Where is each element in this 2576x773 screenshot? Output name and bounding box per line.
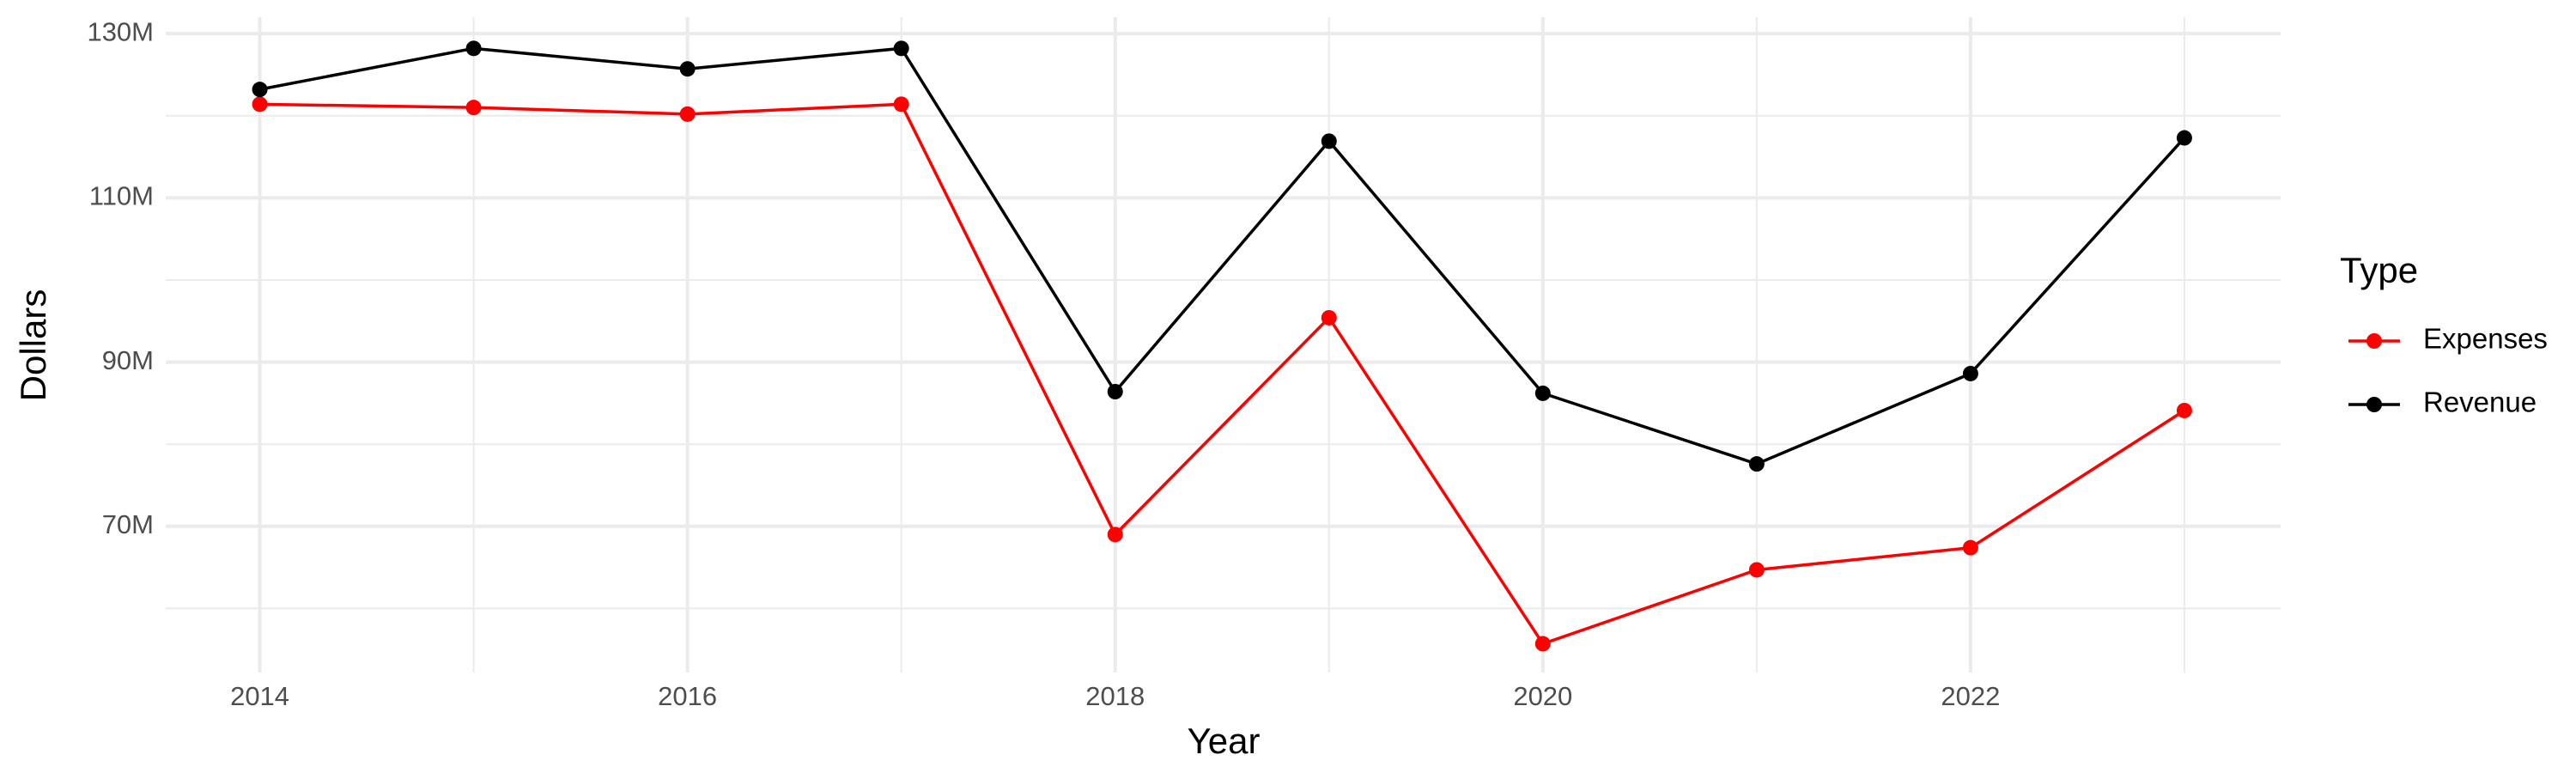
y-tick-label: 130M [87,16,154,46]
y-tick-label: 90M [102,345,154,375]
point [1321,309,1337,326]
series-line [259,102,2185,646]
point [1107,526,1123,543]
point [893,96,909,113]
point [679,106,696,122]
point [252,96,268,113]
point [1534,636,1551,652]
point [679,61,696,77]
point [1107,384,1123,399]
x-axis-title: Year [1188,721,1261,761]
legend-key-point [2366,397,2382,412]
point [1962,539,1978,556]
point [252,82,268,98]
point [2176,402,2192,418]
point [1962,365,1978,381]
y-axis-title: Dollars [13,289,53,402]
point [1748,562,1765,578]
point [465,40,482,57]
x-tick-label: 2016 [658,681,717,711]
legend-key-point [2366,333,2382,349]
point [893,40,909,57]
point [2176,130,2192,146]
x-tick-label: 2022 [1941,681,2000,711]
legend-title: Type [2340,250,2418,290]
x-tick-label: 2020 [1513,681,1572,711]
point [1748,456,1765,472]
point [1534,385,1551,401]
y-tick-label: 70M [102,509,154,539]
point [465,100,482,116]
point [1321,133,1337,149]
series-line [259,46,2186,466]
y-tick-label: 110M [89,181,154,211]
legend-label: Expenses [2423,323,2548,355]
x-tick-label: 2018 [1085,681,1145,711]
x-tick-label: 2014 [230,681,289,711]
legend-label: Revenue [2423,386,2537,418]
